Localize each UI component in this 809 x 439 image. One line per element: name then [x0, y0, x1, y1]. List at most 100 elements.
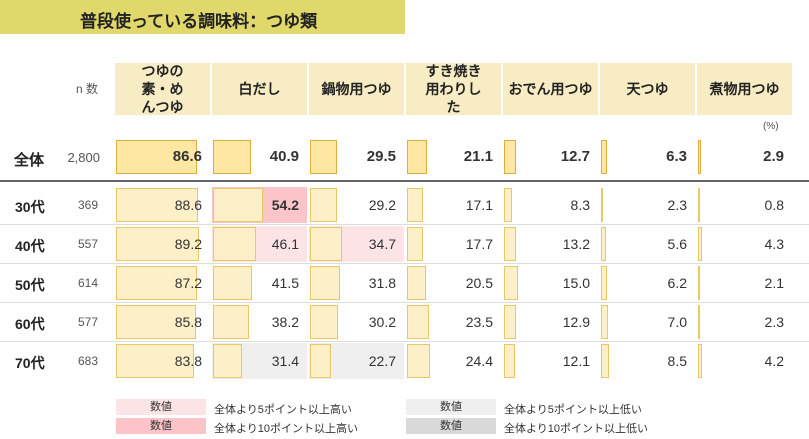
row-separator	[0, 263, 809, 264]
data-label: 2.9	[763, 148, 784, 165]
data-label: 8.3	[570, 197, 590, 213]
value-bar	[213, 140, 251, 174]
data-label: 30.2	[368, 314, 396, 330]
row-label: 70代	[15, 355, 45, 371]
data-label: 87.2	[174, 275, 202, 291]
data-label: 29.5	[366, 148, 396, 165]
value-bar	[116, 188, 198, 222]
value-bar	[407, 140, 427, 174]
data-label: 6.2	[667, 275, 687, 291]
chart-title: 普段使っている調味料：つゆ類	[80, 12, 318, 31]
value-bar	[698, 227, 702, 261]
data-label: 12.7	[560, 148, 590, 165]
column-header: つゆの素・めんつゆ	[115, 63, 210, 115]
legend-text-low10: 全体より10ポイント以上低い	[504, 423, 649, 435]
data-label: 6.3	[666, 148, 687, 165]
data-label: 2.3	[667, 197, 687, 213]
column-header: すき焼き用わりした	[406, 63, 501, 115]
data-label: 22.7	[368, 353, 396, 369]
column-header: 鍋物用つゆ	[309, 63, 404, 115]
value-bar	[698, 344, 702, 378]
data-label: 0.8	[764, 197, 784, 213]
value-bar	[601, 344, 609, 378]
data-label: 88.6	[174, 197, 202, 213]
value-bar	[213, 266, 252, 300]
row-label: 30代	[15, 199, 45, 215]
row-label: 全体	[14, 152, 45, 169]
value-bar	[116, 227, 199, 261]
data-label: 38.2	[271, 314, 299, 330]
data-label: 31.8	[368, 275, 396, 291]
value-bar	[310, 227, 342, 261]
legend-swatch-high10: 数値	[116, 418, 206, 434]
row-separator	[0, 224, 809, 225]
row-n-count: 614	[77, 276, 98, 290]
legend-swatch-low10: 数値	[406, 418, 496, 434]
data-label: 23.5	[465, 314, 493, 330]
row-label: 50代	[15, 277, 45, 293]
data-label: 46.1	[271, 236, 299, 252]
value-bar	[213, 188, 263, 222]
row-label: 60代	[15, 316, 45, 332]
data-label: 8.5	[667, 353, 687, 369]
legend-swatch-high5: 数値	[116, 399, 206, 415]
value-bar	[213, 227, 256, 261]
value-bar	[601, 266, 607, 300]
data-label: 83.8	[174, 353, 202, 369]
value-bar	[310, 305, 338, 339]
value-bar	[698, 305, 700, 339]
data-label: 21.1	[463, 148, 493, 165]
data-label: 29.2	[368, 197, 396, 213]
n-label: n 数	[76, 82, 99, 96]
value-bar	[601, 140, 607, 174]
chart-title-bar: 普段使っている調味料：つゆ類	[0, 0, 405, 34]
data-label: 34.7	[368, 236, 396, 252]
value-bar	[310, 188, 337, 222]
value-bar	[504, 188, 512, 222]
data-label: 54.2	[271, 197, 299, 213]
data-label: 41.5	[271, 275, 299, 291]
data-label: 89.2	[174, 236, 202, 252]
value-bar	[213, 344, 242, 378]
value-bar	[213, 305, 249, 339]
value-bar	[601, 188, 603, 222]
data-label: 85.8	[174, 314, 202, 330]
value-bar	[116, 266, 197, 300]
value-bar	[407, 227, 423, 261]
value-bar	[504, 344, 515, 378]
value-bar	[504, 227, 516, 261]
value-bar	[310, 140, 337, 174]
data-label: 12.1	[562, 353, 590, 369]
value-bar	[116, 305, 196, 339]
legend-text-high5: 全体より5ポイント以上高い	[214, 404, 352, 416]
legend-text-high10: 全体より10ポイント以上高い	[214, 423, 359, 435]
legend-text-low5: 全体より5ポイント以上低い	[504, 404, 642, 416]
row-n-count: 557	[77, 237, 98, 251]
data-label: 4.2	[764, 353, 784, 369]
value-bar	[504, 305, 516, 339]
column-header: 天つゆ	[600, 63, 695, 115]
data-label: 5.6	[667, 236, 687, 252]
value-bar	[504, 140, 516, 174]
value-bar	[310, 344, 331, 378]
value-bar	[601, 227, 606, 261]
data-label: 20.5	[465, 275, 493, 291]
total-divider	[0, 180, 809, 182]
data-label: 86.6	[172, 148, 202, 165]
data-label: 15.0	[562, 275, 590, 291]
value-bar	[407, 305, 429, 339]
value-bar	[407, 188, 423, 222]
value-bar	[310, 266, 340, 300]
row-n-count: 683	[77, 354, 98, 368]
row-separator	[0, 341, 809, 342]
value-bar	[407, 266, 426, 300]
column-header: おでん用つゆ	[503, 63, 598, 115]
data-label: 2.3	[764, 314, 784, 330]
value-bar	[698, 140, 701, 174]
data-label: 12.9	[562, 314, 590, 330]
data-label: 31.4	[271, 353, 299, 369]
value-bar	[116, 344, 194, 378]
row-separator	[0, 302, 809, 303]
value-bar	[116, 140, 197, 174]
legend-swatch-low5: 数値	[406, 399, 496, 415]
